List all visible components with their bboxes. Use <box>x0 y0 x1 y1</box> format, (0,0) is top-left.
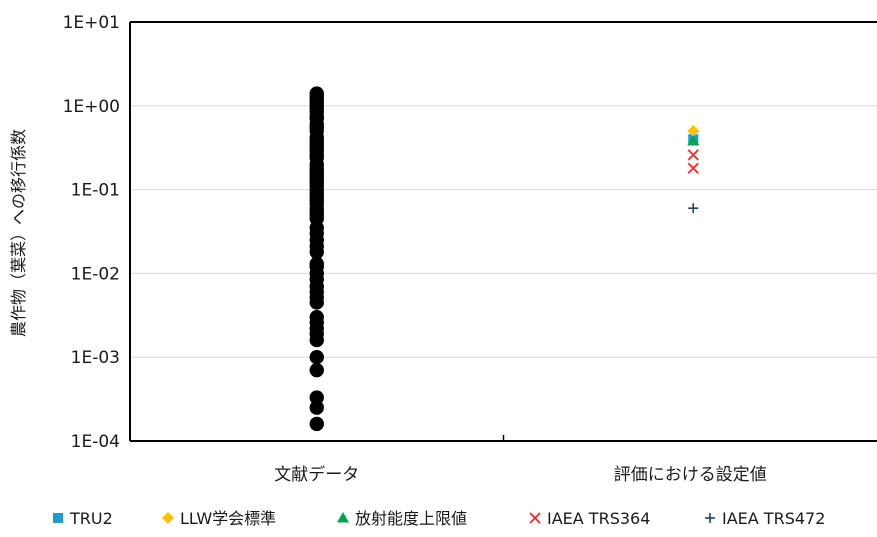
point-plus <box>688 203 699 214</box>
y-tick-label: 1E-01 <box>71 181 120 201</box>
point-triangle <box>687 135 700 146</box>
legend-item: IAEA TRS472 <box>705 509 825 528</box>
legend-label: TRU2 <box>69 509 113 528</box>
legend-marker-plus <box>705 513 715 523</box>
legend-item: TRU2 <box>53 509 113 528</box>
legend-item: LLW学会標準 <box>162 509 276 528</box>
axes <box>129 21 877 442</box>
y-tick-label: 1E-03 <box>71 348 120 368</box>
gridlines <box>130 21 877 358</box>
data-point <box>309 332 324 348</box>
data-point <box>309 362 324 378</box>
point-diamond <box>687 125 700 138</box>
data-point <box>309 244 324 260</box>
x-category-labels: 文献データ 評価における設定値 <box>274 464 767 485</box>
y-tick-label: 1E+01 <box>63 13 120 33</box>
point-x <box>687 149 699 161</box>
point-x <box>687 162 699 174</box>
legend-item: IAEA TRS364 <box>529 509 650 528</box>
data-points <box>309 86 700 432</box>
legend-label: LLW学会標準 <box>180 509 276 528</box>
legend-item: 放射能度上限値 <box>337 509 467 528</box>
legend-label: 放射能度上限値 <box>355 509 467 528</box>
x-category-label: 文献データ <box>274 464 359 485</box>
data-point <box>309 295 324 310</box>
y-tick-label: 1E-02 <box>71 264 120 284</box>
legend-marker-x <box>529 512 541 524</box>
data-point <box>309 350 324 365</box>
legend-label: IAEA TRS472 <box>722 509 825 528</box>
data-point <box>309 390 324 405</box>
data-point <box>309 416 324 432</box>
legend-marker-diamond <box>162 512 174 524</box>
y-tick-labels: 1E-04 1E-03 1E-02 1E-01 1E+00 1E+01 <box>63 13 120 452</box>
legend-label: IAEA TRS364 <box>547 509 650 528</box>
legend-marker-triangle <box>337 512 349 523</box>
legend: TRU2 LLW学会標準 放射能度上限値 IAEA TRS364 IAEA TRS472 <box>53 509 825 528</box>
data-point <box>309 400 324 415</box>
y-tick-label: 1E+00 <box>63 97 120 117</box>
y-tick-label: 1E-04 <box>71 432 120 452</box>
y-axis-label: 農作物（葉菜）への移行係数 <box>9 129 28 337</box>
legend-marker-square <box>53 513 63 523</box>
x-category-label: 評価における設定値 <box>614 465 767 485</box>
